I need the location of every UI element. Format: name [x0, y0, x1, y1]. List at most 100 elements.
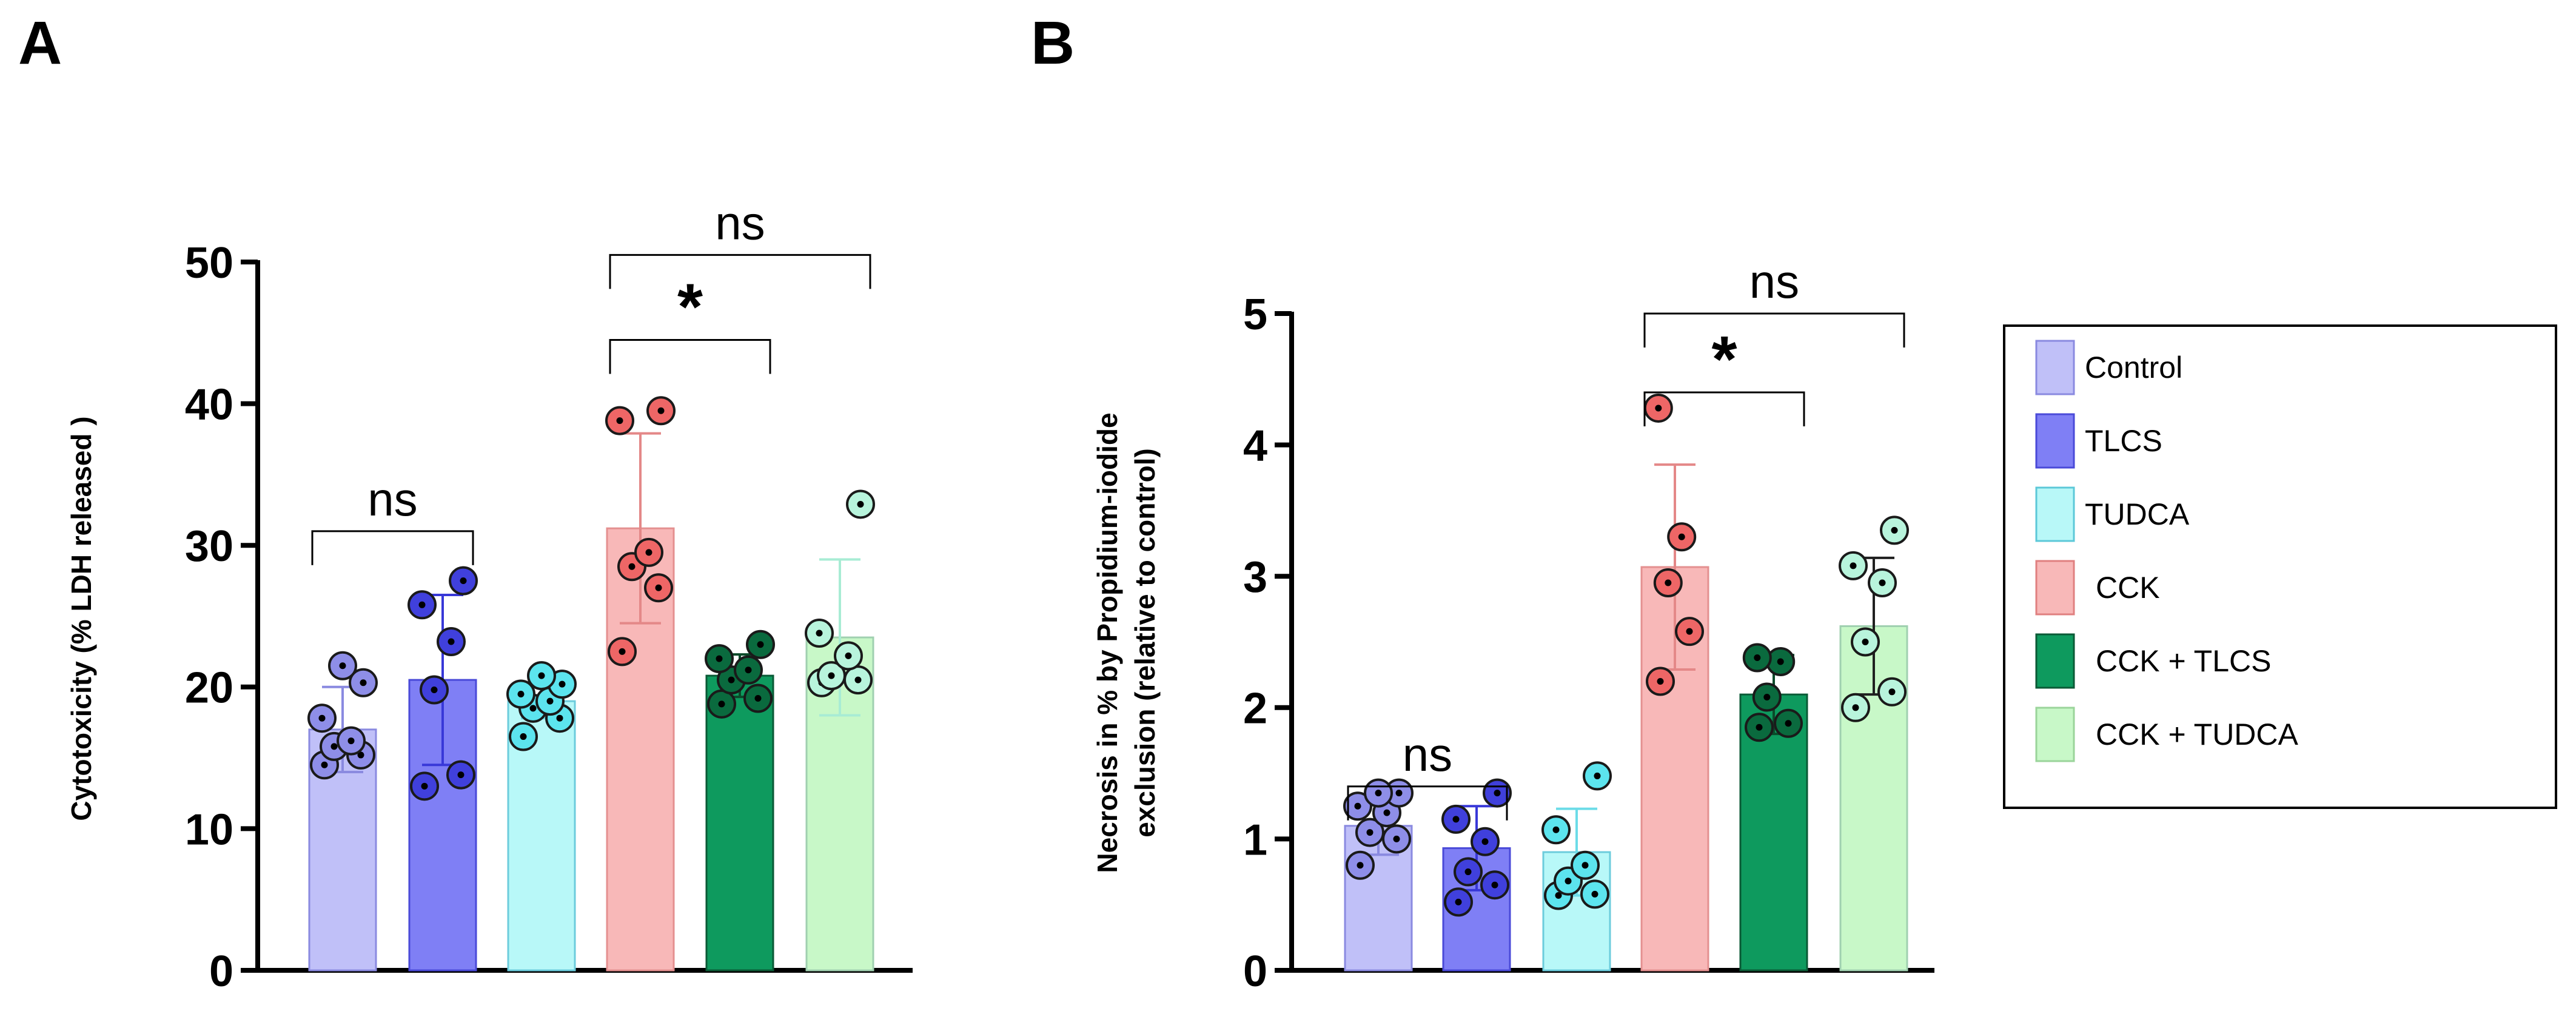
chart-b-point-center: [1678, 533, 1685, 540]
chart-b-point-center: [1594, 772, 1601, 779]
chart-b-point-center: [1494, 790, 1501, 797]
legend-label-4: CCK + TLCS: [2096, 644, 2271, 678]
chart-a-point-center: [347, 737, 355, 745]
chart-a-point-center: [657, 407, 665, 414]
chart-b-point-center: [1366, 829, 1374, 836]
chart-b-point-center: [1862, 639, 1869, 645]
chart-a-significance-bracket-1: [609, 338, 771, 374]
chart-a-point-center: [619, 648, 626, 655]
chart-b-significance-label-0: ns: [1403, 728, 1452, 781]
chart-a-point-center: [655, 584, 662, 591]
chart-b-point-center: [1891, 526, 1898, 534]
chart-b-significance-label-1: *: [1711, 322, 1737, 395]
chart-a-significance-label-2: ns: [715, 196, 765, 249]
chart-a-point-center: [360, 679, 367, 687]
chart-a-point-center: [718, 700, 725, 708]
chart-b-point-center: [1777, 658, 1784, 665]
chart-b-point-center: [1395, 790, 1403, 797]
legend-label-3: CCK: [2096, 571, 2160, 605]
chart-b-y-tick-label: 5: [1243, 290, 1267, 339]
chart-b-point-center: [1555, 892, 1562, 899]
chart-b-point-center: [1375, 790, 1382, 797]
chart-b-y-tick-label: 4: [1243, 422, 1267, 471]
chart-b-point-center: [1552, 826, 1560, 833]
panel-label-b: B: [1031, 9, 1075, 77]
chart-b-point-center: [1455, 898, 1462, 905]
chart-b-point-center: [1785, 720, 1792, 727]
chart-a-y-tick-label: 10: [185, 805, 233, 854]
chart-a-point-center: [857, 500, 864, 508]
chart-a-point-center: [448, 638, 455, 645]
chart-b-point-center: [1756, 724, 1763, 731]
legend-swatch-1: [2035, 413, 2075, 469]
chart-a-point-center: [616, 417, 623, 425]
chart-b-point-center: [1686, 628, 1693, 635]
chart-a-y-tick-label: 0: [209, 947, 233, 996]
chart-b-point-center: [1888, 688, 1896, 696]
chart-a-point-center: [854, 676, 862, 683]
chart-b-y-tick-label: 2: [1243, 685, 1267, 733]
chart-a-bar-4: [705, 674, 774, 972]
chart-b-point-center: [1464, 868, 1472, 876]
legend-swatch-5: [2035, 707, 2075, 762]
chart-b-point-center: [1754, 654, 1761, 661]
chart-a-point-center: [431, 686, 438, 693]
chart-b-point-center: [1591, 890, 1598, 898]
legend-label-1: TLCS: [2085, 424, 2162, 458]
legend-swatch-2: [2035, 486, 2075, 542]
chart-a-y-axis-label: Cytotoxicity (% LDH released ): [65, 416, 97, 821]
chart-a-point-center: [460, 577, 467, 585]
legend-swatch-3: [2035, 560, 2075, 616]
chart-a-y-tick-label: 20: [185, 664, 233, 713]
chart-b-y-axis-label: Necrosis in % by Propidium-iodide exclusi…: [1092, 412, 1161, 873]
legend-swatch-4: [2035, 633, 2075, 689]
chart-b-point-center: [1581, 862, 1589, 869]
chart-b-point-center: [1879, 579, 1886, 586]
chart-cytotoxicity: 0 10 20 30 40 50 Cytotoxicity (% LDH released …: [65, 196, 913, 996]
chart-a-point-center: [517, 690, 525, 697]
chart-a-significance-label-1: *: [677, 269, 703, 343]
chart-a-point-center: [728, 676, 735, 683]
chart-b-point-center: [1850, 562, 1857, 569]
chart-a-significance-bracket-0: [311, 530, 474, 565]
chart-a-point-center: [757, 641, 764, 648]
chart-b-y-axis-label-line: exclusion (relative to control): [1129, 448, 1161, 838]
chart-a-y-tick-label: 30: [185, 522, 233, 571]
chart-a-point-center: [421, 782, 428, 790]
chart-b-point-center: [1357, 862, 1364, 869]
chart-b-point-center: [1763, 693, 1771, 700]
chart-a-significance-bracket-2: [609, 254, 871, 289]
chart-b-significance-bracket-1: [1643, 391, 1805, 426]
chart-a-point-center: [339, 662, 346, 670]
chart-a-point-center: [558, 680, 566, 688]
chart-b-y-axis-label-line: Necrosis in % by Propidium-iodide: [1092, 412, 1123, 873]
chart-b-point-center: [1852, 704, 1859, 711]
chart-a-point-center: [745, 666, 752, 674]
chart-a-y-tick-label: 50: [185, 239, 233, 287]
chart-a-point-center: [418, 601, 426, 608]
chart-a-point-center: [556, 714, 563, 722]
chart-a-point-center: [546, 697, 554, 705]
chart-a-point-center: [828, 672, 835, 679]
chart-b-point-center: [1354, 802, 1361, 810]
legend-swatch-0: [2035, 340, 2075, 395]
chart-a-point-center: [816, 630, 823, 637]
chart-necrosis: 0 1 2 3 4 5 Necrosis in % by Propidium-iodide e…: [1092, 255, 1934, 996]
legend: Control TLCS TUDCA CCK CCK + TLCS CCK + TUDCA: [2003, 324, 2557, 809]
chart-a-point-center: [716, 655, 723, 662]
chart-b-point-center: [1565, 878, 1572, 885]
chart-a-point-center: [321, 761, 328, 768]
legend-label-2: TUDCA: [2085, 497, 2190, 531]
legend-label-0: Control: [2085, 351, 2182, 384]
chart-a-point-center: [318, 714, 326, 722]
chart-b-point-center: [1655, 405, 1662, 412]
chart-b-y-tick-label: 3: [1243, 553, 1267, 602]
chart-a-point-center: [520, 733, 527, 740]
chart-a-point-center: [645, 549, 652, 556]
legend-frame: [2003, 324, 2557, 809]
chart-b-y-tick-label: 1: [1243, 816, 1267, 864]
chart-a-point-center: [457, 771, 465, 779]
chart-b-point-center: [1383, 809, 1390, 816]
chart-a-point-center: [754, 694, 762, 702]
